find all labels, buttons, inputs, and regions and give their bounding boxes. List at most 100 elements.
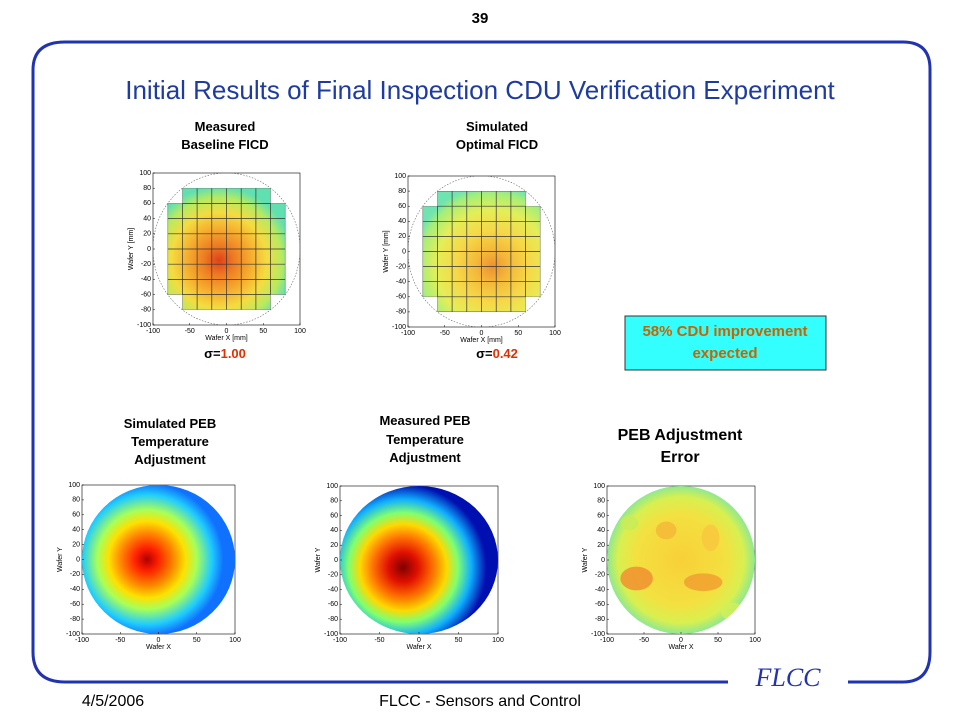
- x-tick-label: 0: [480, 330, 484, 337]
- plot-label: Baseline FICD: [181, 137, 268, 152]
- y-tick-label: -20: [141, 261, 151, 268]
- y-tick-label: 0: [334, 557, 338, 564]
- y-tick-label: -80: [70, 616, 80, 623]
- x-tick-label: 100: [229, 637, 241, 644]
- y-tick-label: 100: [68, 482, 80, 489]
- y-tick-label: -60: [328, 601, 338, 608]
- wafer-outline: [407, 175, 556, 328]
- y-tick-label: 100: [139, 170, 151, 177]
- x-tick-label: 50: [714, 637, 722, 644]
- heatmap: [82, 485, 235, 634]
- y-tick-label: 100: [326, 483, 338, 490]
- callout-text: expected: [692, 345, 757, 362]
- x-tick-label: 100: [549, 330, 561, 337]
- plot-label: Measured PEB: [379, 413, 470, 428]
- y-tick-label: 40: [143, 215, 151, 222]
- y-tick-label: -60: [595, 601, 605, 608]
- y-tick-label: -80: [328, 616, 338, 623]
- x-tick-label: -100: [600, 637, 614, 644]
- y-tick-label: -20: [70, 571, 80, 578]
- sigma-label: σ=0.42: [476, 346, 518, 361]
- x-tick-label: 50: [193, 637, 201, 644]
- callout-text: 58% CDU improvement: [642, 323, 807, 340]
- y-tick-label: -40: [595, 586, 605, 593]
- slide-border: [31, 40, 932, 684]
- x-tick-label: -50: [440, 330, 450, 337]
- y-tick-label: -60: [141, 291, 151, 298]
- x-tick-label: -100: [333, 637, 347, 644]
- plot-label: Optimal FICD: [456, 137, 538, 152]
- y-tick-label: 20: [72, 541, 80, 548]
- plot-label: Adjustment: [389, 450, 461, 465]
- y-tick-label: -40: [70, 586, 80, 593]
- sigma-prefix: σ=: [476, 346, 493, 361]
- x-tick-label: -50: [115, 637, 125, 644]
- y-axis-label: Wafer Y: [315, 547, 322, 572]
- y-tick-label: -60: [396, 294, 406, 301]
- y-tick-label: 100: [593, 483, 605, 490]
- y-tick-label: -100: [66, 631, 80, 638]
- y-tick-label: 0: [76, 556, 80, 563]
- plot-label: Error: [660, 449, 699, 466]
- y-tick-label: 0: [402, 248, 406, 255]
- y-tick-label: 0: [147, 246, 151, 253]
- y-tick-label: -80: [595, 616, 605, 623]
- y-tick-label: 20: [398, 233, 406, 240]
- y-axis-label: Wafer Y: [582, 547, 589, 572]
- y-tick-label: 60: [72, 512, 80, 519]
- y-tick-label: 20: [143, 231, 151, 238]
- y-tick-label: 40: [597, 527, 605, 534]
- x-axis-label: Wafer X: [406, 644, 431, 651]
- y-tick-label: 60: [597, 512, 605, 519]
- plot-label: Temperature: [386, 432, 464, 447]
- y-tick-label: 40: [330, 527, 338, 534]
- page-number: 39: [472, 10, 489, 27]
- y-tick-label: -100: [324, 631, 338, 638]
- y-tick-label: 80: [143, 185, 151, 192]
- callout-box: [624, 315, 827, 371]
- y-tick-label: -40: [141, 276, 151, 283]
- y-tick-label: 80: [330, 498, 338, 505]
- heatmap: [607, 486, 755, 634]
- x-tick-label: 50: [259, 328, 267, 335]
- y-tick-label: 80: [398, 188, 406, 195]
- y-tick-label: -100: [137, 322, 151, 329]
- y-axis-label: Wafer Y [mm]: [383, 230, 390, 272]
- x-axis-label: Wafer X [mm]: [205, 335, 248, 342]
- plot-label: Simulated: [466, 119, 528, 134]
- y-tick-label: 0: [601, 557, 605, 564]
- y-tick-label: 80: [597, 498, 605, 505]
- y-axis-label: Wafer Y [mm]: [128, 228, 135, 270]
- x-tick-label: 100: [749, 637, 761, 644]
- heatmap-grid: [167, 188, 286, 310]
- x-tick-label: -50: [374, 637, 384, 644]
- y-tick-label: 60: [330, 512, 338, 519]
- sigma-prefix: σ=: [204, 346, 221, 361]
- x-tick-label: 50: [514, 330, 522, 337]
- x-tick-label: -100: [75, 637, 89, 644]
- y-tick-label: 20: [597, 542, 605, 549]
- footer-center: FLCC - Sensors and Control: [379, 693, 581, 710]
- y-tick-label: 80: [72, 497, 80, 504]
- y-tick-label: 40: [72, 527, 80, 534]
- y-tick-label: -40: [396, 279, 406, 286]
- plot-label: Temperature: [131, 434, 209, 449]
- y-tick-label: 20: [330, 542, 338, 549]
- footer-date: 4/5/2006: [82, 693, 144, 710]
- y-tick-label: -80: [141, 307, 151, 314]
- y-tick-label: -60: [70, 601, 80, 608]
- x-tick-label: 0: [417, 637, 421, 644]
- x-tick-label: -100: [146, 328, 160, 335]
- y-tick-label: -40: [328, 586, 338, 593]
- footer-logo: FLCC: [754, 663, 821, 692]
- plot-label: Simulated PEB: [124, 416, 216, 431]
- x-tick-label: 100: [294, 328, 306, 335]
- sigma-value: 0.42: [493, 346, 518, 361]
- y-tick-label: -20: [595, 572, 605, 579]
- plot-label: Adjustment: [134, 452, 206, 467]
- x-tick-label: 0: [157, 637, 161, 644]
- heatmap-grid: [422, 191, 541, 312]
- slide-title: Initial Results of Final Inspection CDU …: [125, 75, 835, 105]
- heatmap: [340, 486, 498, 634]
- x-tick-label: -50: [185, 328, 195, 335]
